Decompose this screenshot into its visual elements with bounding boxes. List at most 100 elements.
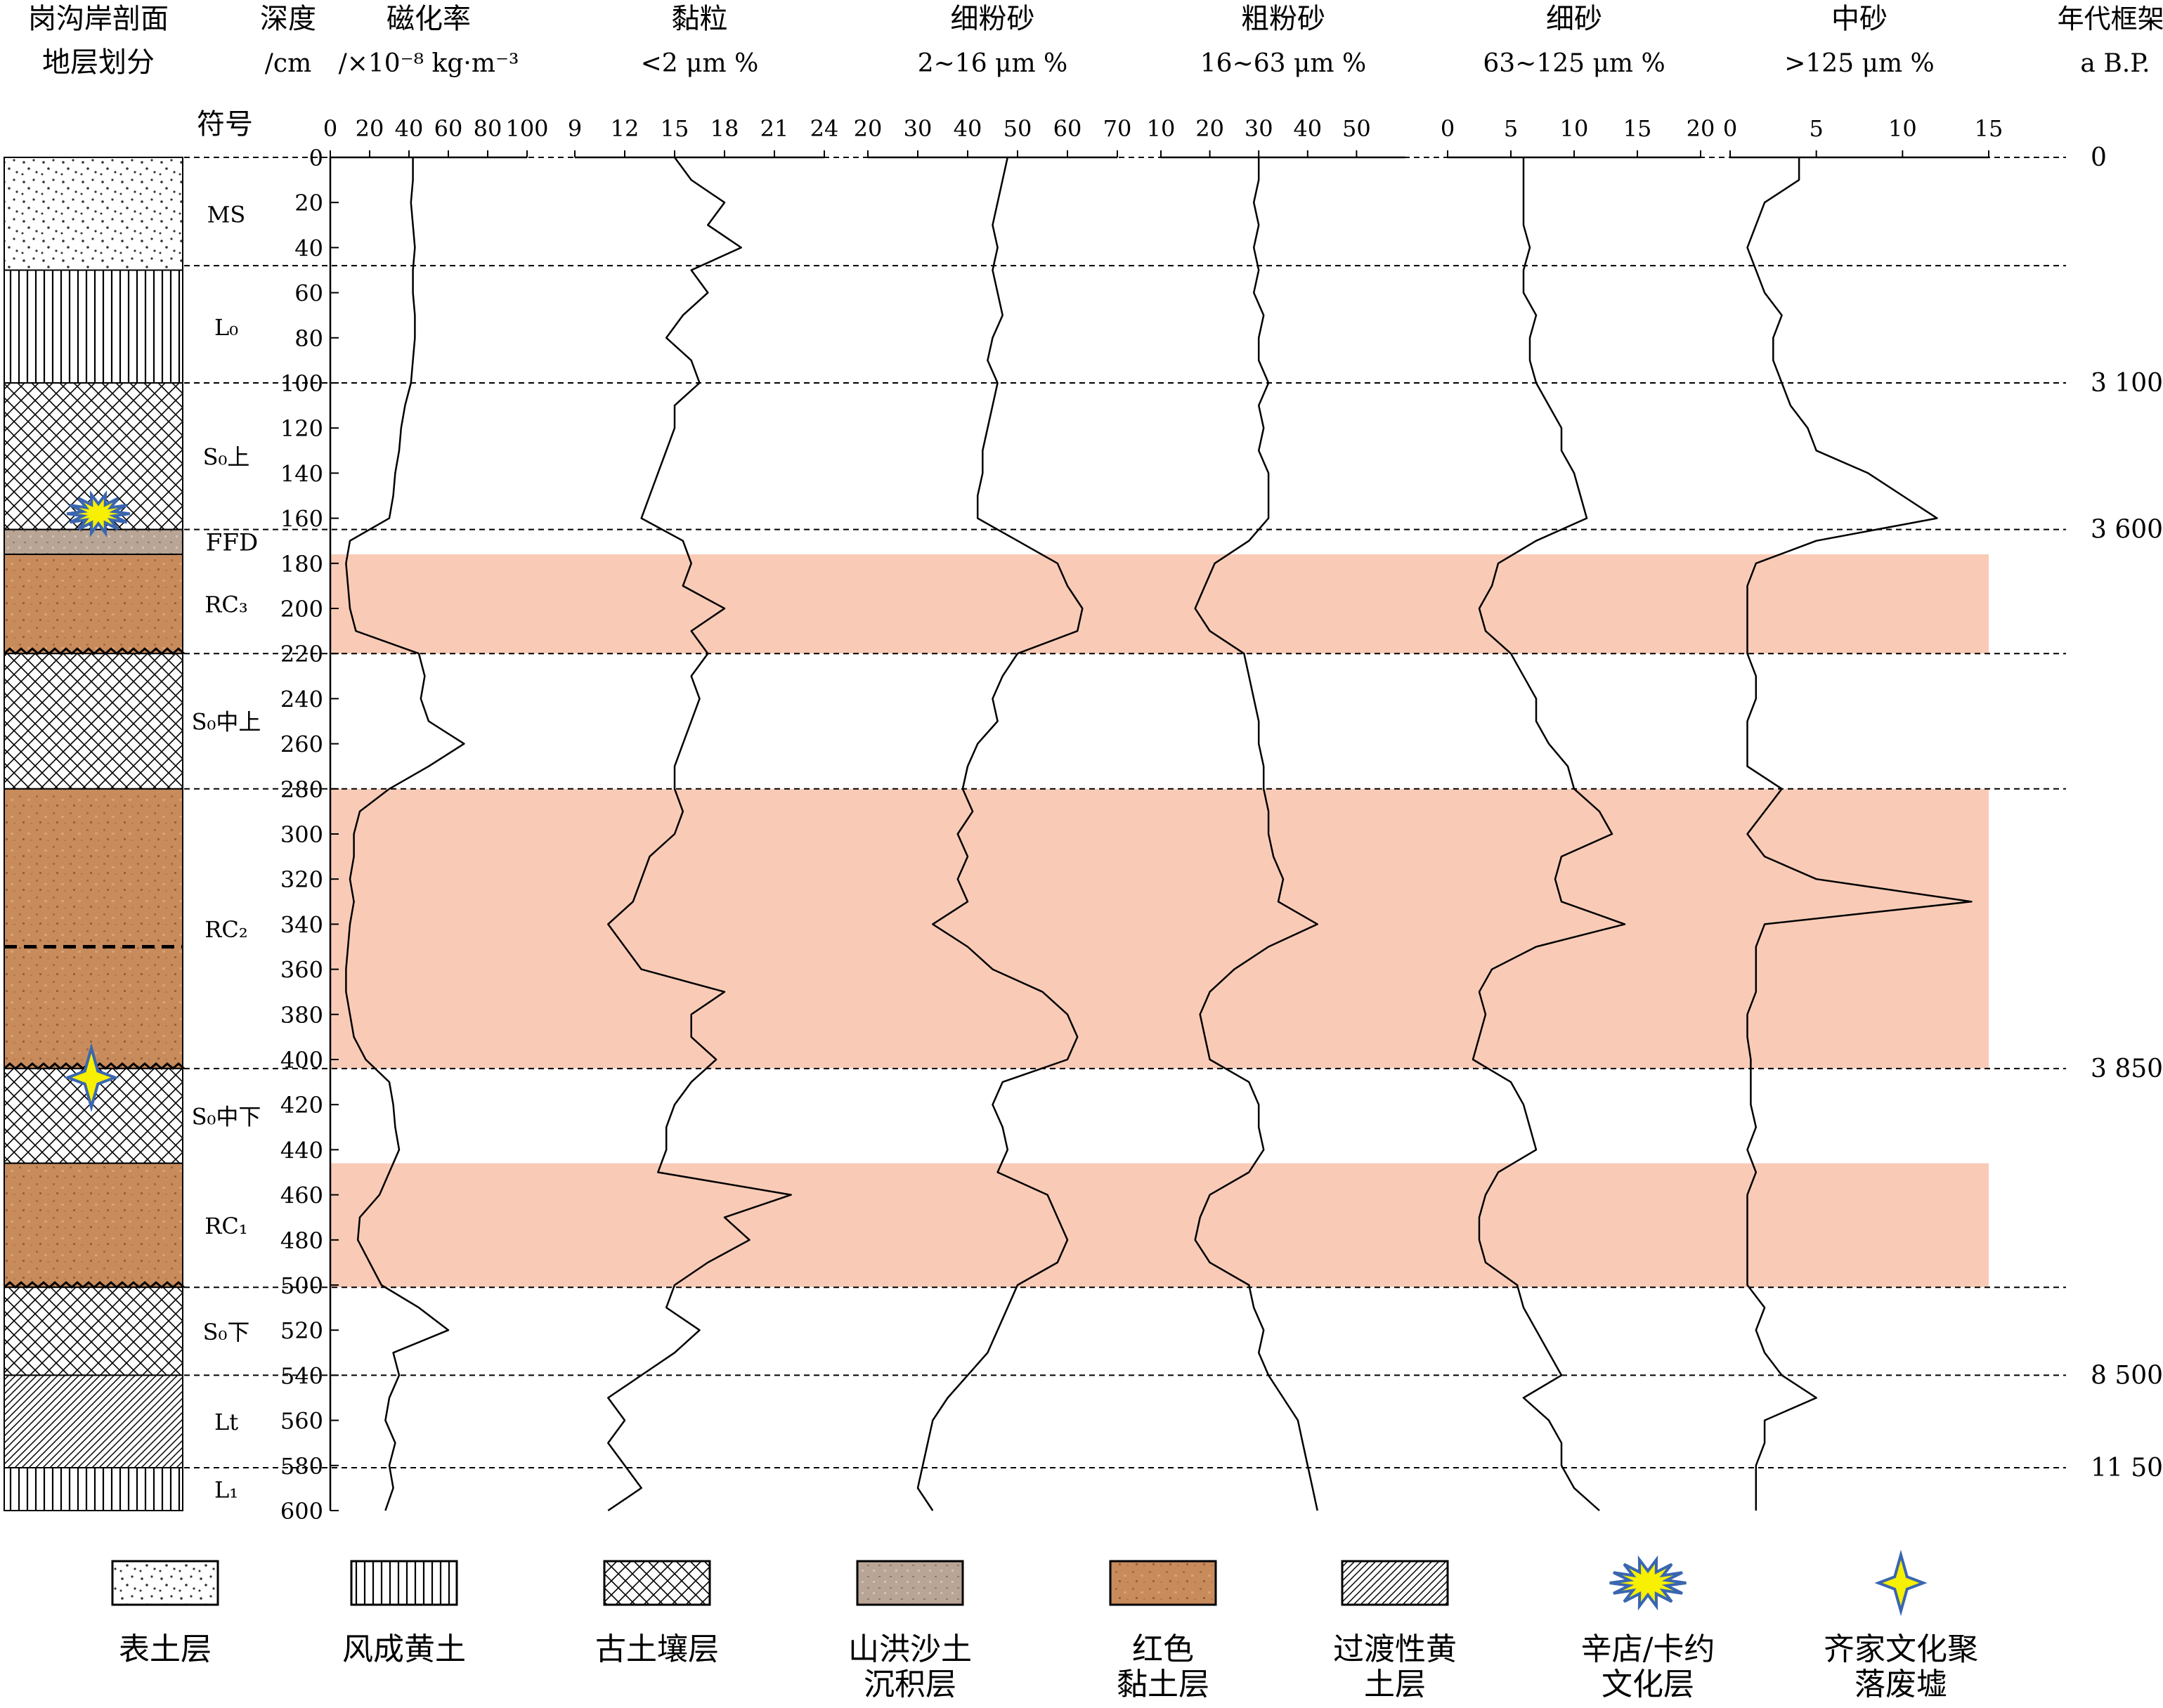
panel-tick-label: 0 — [323, 115, 337, 142]
depth-tick-label: 80 — [294, 325, 323, 352]
qijia-culture-marker — [63, 1043, 119, 1113]
depth-tick-label: 320 — [280, 866, 323, 893]
header-depth: 深度 — [260, 3, 316, 35]
depth-tick-label: 460 — [280, 1182, 323, 1209]
panel-title: 细粉砂 — [951, 3, 1035, 35]
panel-tick-label: 5 — [1504, 115, 1518, 142]
panel-tick-label: 20 — [356, 115, 384, 142]
panel-tick-label: 50 — [1342, 115, 1371, 142]
strata-label: RC₃ — [204, 592, 247, 618]
strata-label: S₀下 — [203, 1319, 250, 1345]
panel-tick-label: 40 — [1293, 115, 1322, 142]
panel-title: 粗粉砂 — [1241, 3, 1325, 35]
strata-layer — [4, 1374, 183, 1469]
depth-tick-label: 140 — [280, 460, 323, 487]
depth-tick-label: 360 — [280, 957, 323, 984]
strata-layer — [4, 553, 183, 655]
legend-label: 文化层 — [1602, 1667, 1694, 1702]
legend-label: 过渡性黄 — [1333, 1631, 1457, 1667]
panel-unit: 16~63 μm % — [1200, 49, 1366, 78]
depth-tick-label: 300 — [280, 821, 323, 848]
legend-label: 红色 — [1132, 1631, 1194, 1667]
panel-tick-label: 15 — [661, 115, 689, 142]
panel-tick-label: 50 — [1003, 115, 1032, 142]
depth-tick-label: 180 — [280, 551, 323, 578]
header-strat: 岗沟岸剖面 — [28, 3, 169, 35]
depth-tick-label: 240 — [280, 686, 323, 712]
panel-tick-label: 100 — [505, 115, 548, 142]
legend-swatch — [350, 1560, 458, 1606]
depth-tick-label: 260 — [280, 731, 323, 758]
strata-column: MS L₀ S₀上 FFD RC₃ S₀中上 RC₂ S₀中下 RC₁ S₀下 Lt L₁ — [4, 157, 261, 1512]
strata-label: S₀中上 — [192, 709, 261, 736]
strata-label: Lt — [214, 1409, 238, 1435]
panel-tick-label: 10 — [1147, 115, 1176, 142]
strata-label: S₀中下 — [192, 1103, 261, 1130]
header-depth: /cm — [265, 49, 311, 78]
panel-tick-label: 70 — [1103, 115, 1132, 142]
panel-tick-label: 24 — [810, 115, 839, 142]
legend-star-symbol — [1874, 1549, 1928, 1617]
panel-tick-label: 40 — [395, 115, 424, 142]
strata-layer — [4, 269, 183, 384]
legend-label: 土层 — [1364, 1667, 1426, 1702]
panel-tick-label: 18 — [710, 115, 739, 142]
curve-2 — [916, 157, 1084, 1511]
panel-title: 黏粒 — [672, 3, 728, 35]
depth-tick-label: 480 — [280, 1227, 323, 1254]
panel-tick-label: 5 — [1809, 115, 1823, 142]
panel-tick-label: 9 — [568, 115, 582, 142]
legend-label: 风成黄土 — [342, 1631, 466, 1667]
panel-tick-label: 0 — [1441, 115, 1455, 142]
strata-label: MS — [207, 201, 246, 228]
depth-tick-label: 120 — [280, 415, 323, 442]
strata-layer — [4, 528, 183, 555]
age-label: 3 850 — [2091, 1055, 2163, 1083]
unconformity-line — [4, 1281, 185, 1289]
depth-tick-label: 160 — [280, 506, 323, 533]
xindian-culture-marker — [66, 490, 131, 537]
panel-tick-label: 60 — [434, 115, 463, 142]
legend-swatch — [856, 1560, 964, 1606]
panel-unit: <2 μm % — [641, 49, 759, 78]
legend-label: 古土壤层 — [595, 1631, 719, 1667]
legend-burst-symbol — [1609, 1555, 1687, 1611]
panel-title: 磁化率 — [387, 3, 471, 35]
panel-tick-label: 30 — [1245, 115, 1273, 142]
depth-tick-label: 600 — [280, 1498, 323, 1525]
red-clay-band — [330, 554, 1989, 654]
panel-tick-label: 60 — [1053, 115, 1082, 142]
strata-layer — [4, 1162, 183, 1289]
panel-tick-label: 15 — [1975, 115, 2003, 142]
panel-tick-label: 20 — [854, 115, 883, 142]
red-clay-band — [330, 1163, 1989, 1288]
age-label: 8 500 — [2091, 1361, 2163, 1390]
panel-tick-label: 80 — [474, 115, 502, 142]
panel-tick-label: 12 — [611, 115, 639, 142]
legend-label: 辛店/卡约 — [1581, 1631, 1715, 1667]
depth-tick-label: 420 — [280, 1092, 323, 1119]
panel-unit: 63~125 μm % — [1483, 49, 1665, 78]
header-strat: 地层划分 — [42, 46, 155, 79]
depth-tick-label: 440 — [280, 1137, 323, 1163]
panel-unit: /×10⁻⁸ kg·m⁻³ — [339, 49, 519, 78]
strata-layer — [4, 157, 183, 271]
depth-tick-label: 580 — [280, 1453, 323, 1480]
strata-layer — [4, 653, 183, 790]
red-clay-band — [330, 788, 1989, 1069]
unconformity-line — [4, 647, 185, 656]
strata-label: S₀上 — [203, 443, 250, 470]
legend-swatch — [603, 1560, 711, 1606]
depth-tick-label: 560 — [280, 1408, 323, 1435]
strata-layer — [4, 1467, 183, 1512]
depth-tick-label: 380 — [280, 1002, 323, 1029]
legend-label: 表土层 — [119, 1631, 212, 1667]
age-label: 0 — [2091, 143, 2107, 172]
legend-label: 沉积层 — [864, 1667, 956, 1702]
depth-tick-label: 40 — [294, 235, 323, 261]
panel-unit: >125 μm % — [1784, 49, 1935, 78]
header-symbol: 符号 — [197, 108, 253, 141]
